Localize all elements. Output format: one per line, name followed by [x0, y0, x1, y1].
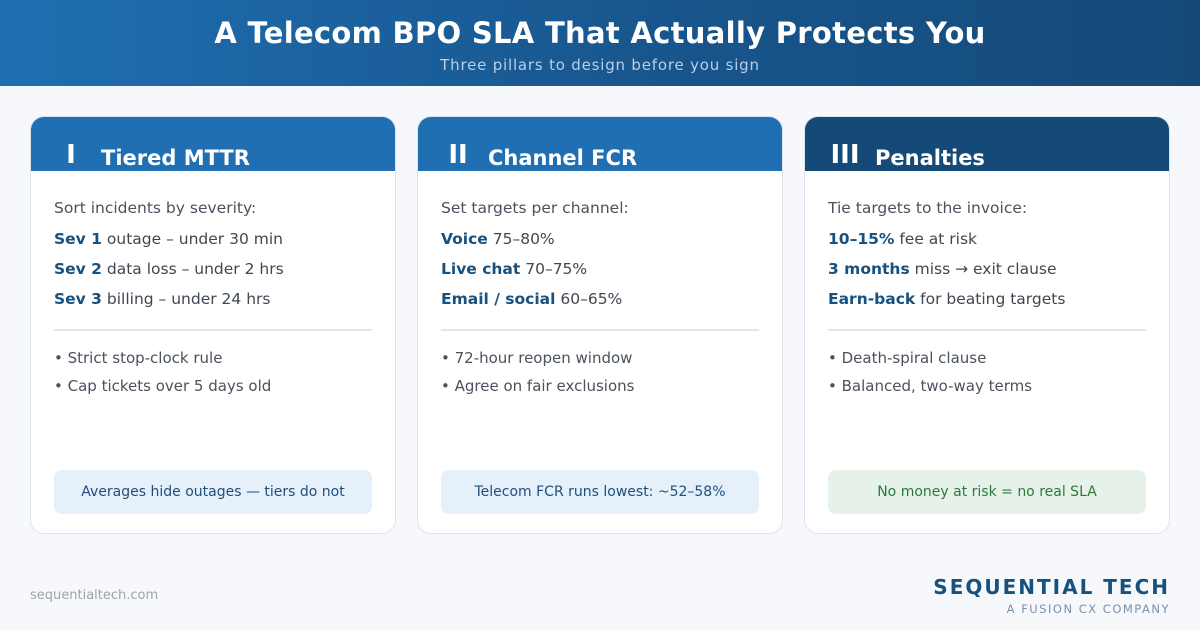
row-text: billing – under 24 hrs: [101, 290, 271, 308]
card-header: II Channel FCR: [418, 117, 782, 171]
brand-logo: SEQUENTIAL TECH A FUSION CX COMPANY: [933, 575, 1170, 616]
row-label: Earn-back: [828, 290, 916, 308]
bullet-item: • Cap tickets over 5 days old: [54, 377, 272, 395]
card-title: Penalties: [875, 146, 985, 170]
target-row: 3 months miss → exit clause: [828, 260, 1057, 278]
card-title: Channel FCR: [488, 146, 638, 170]
row-label: Sev 1: [54, 230, 102, 248]
card-header: III Penalties: [805, 117, 1169, 171]
row-text: miss → exit clause: [909, 260, 1057, 278]
card-divider: [828, 329, 1146, 331]
row-label: 10–15%: [828, 230, 895, 248]
card-numeral: II: [448, 140, 468, 170]
row-label: Sev 3: [54, 290, 102, 308]
row-text: data loss – under 2 hrs: [101, 260, 284, 278]
row-text: 75–80%: [487, 230, 555, 248]
card-note: Averages hide outages — tiers do not: [54, 470, 372, 514]
card-numeral: III: [830, 140, 860, 170]
row-label: Sev 2: [54, 260, 102, 278]
card-header: I Tiered MTTR: [31, 117, 395, 171]
card-numeral: I: [66, 140, 76, 170]
card-divider: [54, 329, 372, 331]
pillar-card-tiered-mttr: I Tiered MTTR Sort incidents by severity…: [30, 116, 396, 534]
bullet-item: • Agree on fair exclusions: [441, 377, 635, 395]
row-label: Live chat: [441, 260, 521, 278]
card-title: Tiered MTTR: [101, 146, 250, 170]
card-note: No money at risk = no real SLA: [828, 470, 1146, 514]
pillar-card-penalties: III Penalties Tie targets to the invoice…: [804, 116, 1170, 534]
pillar-card-channel-fcr: II Channel FCR Set targets per channel: …: [417, 116, 783, 534]
card-intro: Sort incidents by severity:: [54, 199, 257, 217]
banner-header: A Telecom BPO SLA That Actually Protects…: [0, 0, 1200, 86]
page-title: A Telecom BPO SLA That Actually Protects…: [214, 16, 986, 50]
target-row: Live chat 70–75%: [441, 260, 587, 278]
target-row: Sev 3 billing – under 24 hrs: [54, 290, 270, 308]
brand-name: SEQUENTIAL TECH: [933, 575, 1170, 599]
target-row: Sev 2 data loss – under 2 hrs: [54, 260, 284, 278]
footer-url: sequentialtech.com: [30, 588, 159, 603]
row-label: Email / social: [441, 290, 556, 308]
target-row: Earn-back for beating targets: [828, 290, 1065, 308]
row-label: Voice: [441, 230, 488, 248]
target-row: Sev 1 outage – under 30 min: [54, 230, 283, 248]
row-text: fee at risk: [894, 230, 978, 248]
row-text: 70–75%: [520, 260, 588, 278]
row-text: 60–65%: [555, 290, 623, 308]
card-divider: [441, 329, 759, 331]
card-intro: Tie targets to the invoice:: [828, 199, 1028, 217]
brand-tagline: A FUSION CX COMPANY: [1006, 602, 1170, 616]
card-intro: Set targets per channel:: [441, 199, 629, 217]
bullet-item: • Balanced, two-way terms: [828, 377, 1033, 395]
target-row: 10–15% fee at risk: [828, 230, 977, 248]
row-text: outage – under 30 min: [101, 230, 283, 248]
bullet-item: • Strict stop-clock rule: [54, 349, 223, 367]
card-note: Telecom FCR runs lowest: ~52–58%: [441, 470, 759, 514]
row-label: 3 months: [828, 260, 910, 278]
bullet-item: • Death-spiral clause: [828, 349, 987, 367]
row-text: for beating targets: [915, 290, 1066, 308]
bullet-item: • 72-hour reopen window: [441, 349, 633, 367]
target-row: Email / social 60–65%: [441, 290, 622, 308]
page-subtitle: Three pillars to design before you sign: [440, 56, 760, 74]
target-row: Voice 75–80%: [441, 230, 555, 248]
